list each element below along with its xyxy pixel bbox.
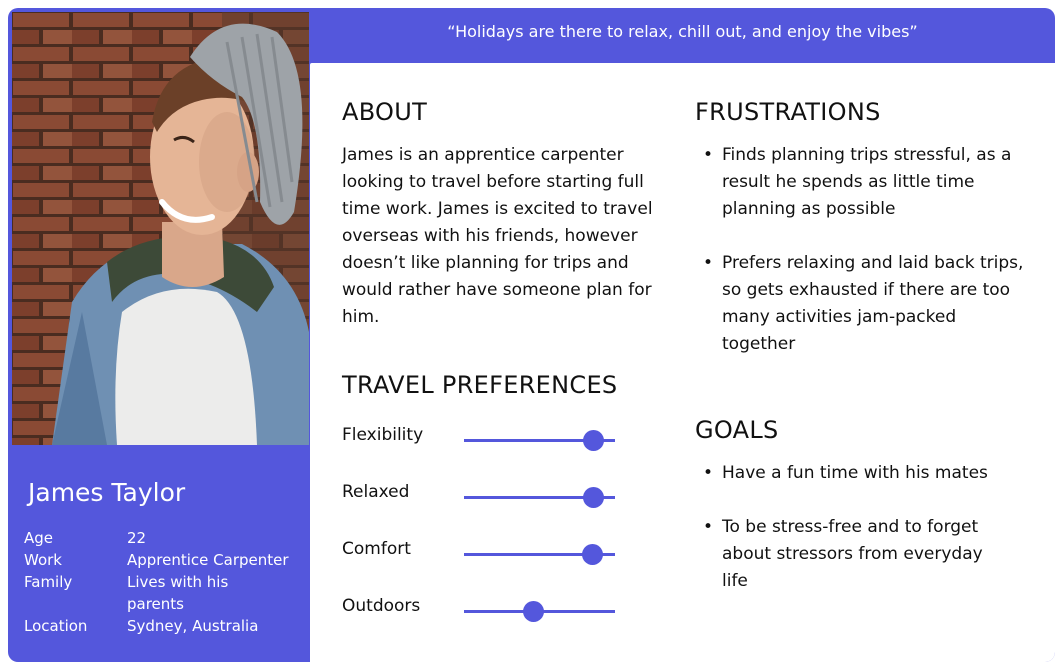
travel-preferences-heading: TRAVEL PREFERENCES	[342, 371, 618, 399]
detail-label: Work	[24, 551, 62, 569]
detail-value: 22	[127, 529, 147, 547]
pref-row-flexibility: Flexibility	[342, 422, 642, 452]
goals-list: Have a fun time with his mates To be str…	[695, 460, 995, 595]
frustrations-list: Finds planning trips stressful, as a res…	[695, 142, 1030, 358]
frustration-item: Finds planning trips stressful, as a res…	[695, 142, 1030, 223]
pref-slider-handle[interactable]	[583, 430, 605, 451]
persona-quote: “Holidays are there to relax, chill out,…	[447, 22, 918, 41]
pref-row-relaxed: Relaxed	[342, 479, 642, 509]
pref-slider-track[interactable]	[464, 553, 615, 556]
persona-photo	[12, 12, 309, 445]
pref-slider-handle[interactable]	[581, 544, 603, 565]
pref-row-comfort: Comfort	[342, 536, 642, 566]
detail-label: Family	[24, 573, 73, 591]
detail-value: Apprentice Carpenter	[127, 551, 289, 569]
frustration-item: Prefers relaxing and laid back trips, so…	[695, 250, 1030, 358]
detail-value: Sydney, Australia	[127, 617, 259, 635]
persona-card: “Holidays are there to relax, chill out,…	[8, 8, 1055, 662]
pref-slider-handle[interactable]	[583, 487, 605, 508]
about-heading: ABOUT	[342, 98, 428, 126]
detail-value: Lives with his parents	[127, 573, 229, 613]
goal-item: Have a fun time with his mates	[695, 460, 995, 487]
pref-label: Outdoors	[342, 596, 421, 616]
pref-slider-track[interactable]	[464, 496, 615, 499]
pref-row-outdoors: Outdoors	[342, 593, 642, 623]
goal-item: To be stress-free and to forget about st…	[695, 514, 995, 595]
frustrations-heading: FRUSTRATIONS	[695, 98, 881, 126]
pref-slider-handle[interactable]	[522, 601, 544, 622]
pref-label: Comfort	[342, 539, 411, 559]
pref-label: Relaxed	[342, 482, 410, 502]
about-text: James is an apprentice carpenter looking…	[342, 145, 653, 327]
detail-label: Location	[24, 617, 88, 635]
detail-label: Age	[24, 529, 54, 547]
pref-slider-track[interactable]	[464, 439, 615, 442]
goals-heading: GOALS	[695, 416, 779, 444]
pref-label: Flexibility	[342, 425, 424, 445]
persona-name: James Taylor	[28, 478, 186, 507]
